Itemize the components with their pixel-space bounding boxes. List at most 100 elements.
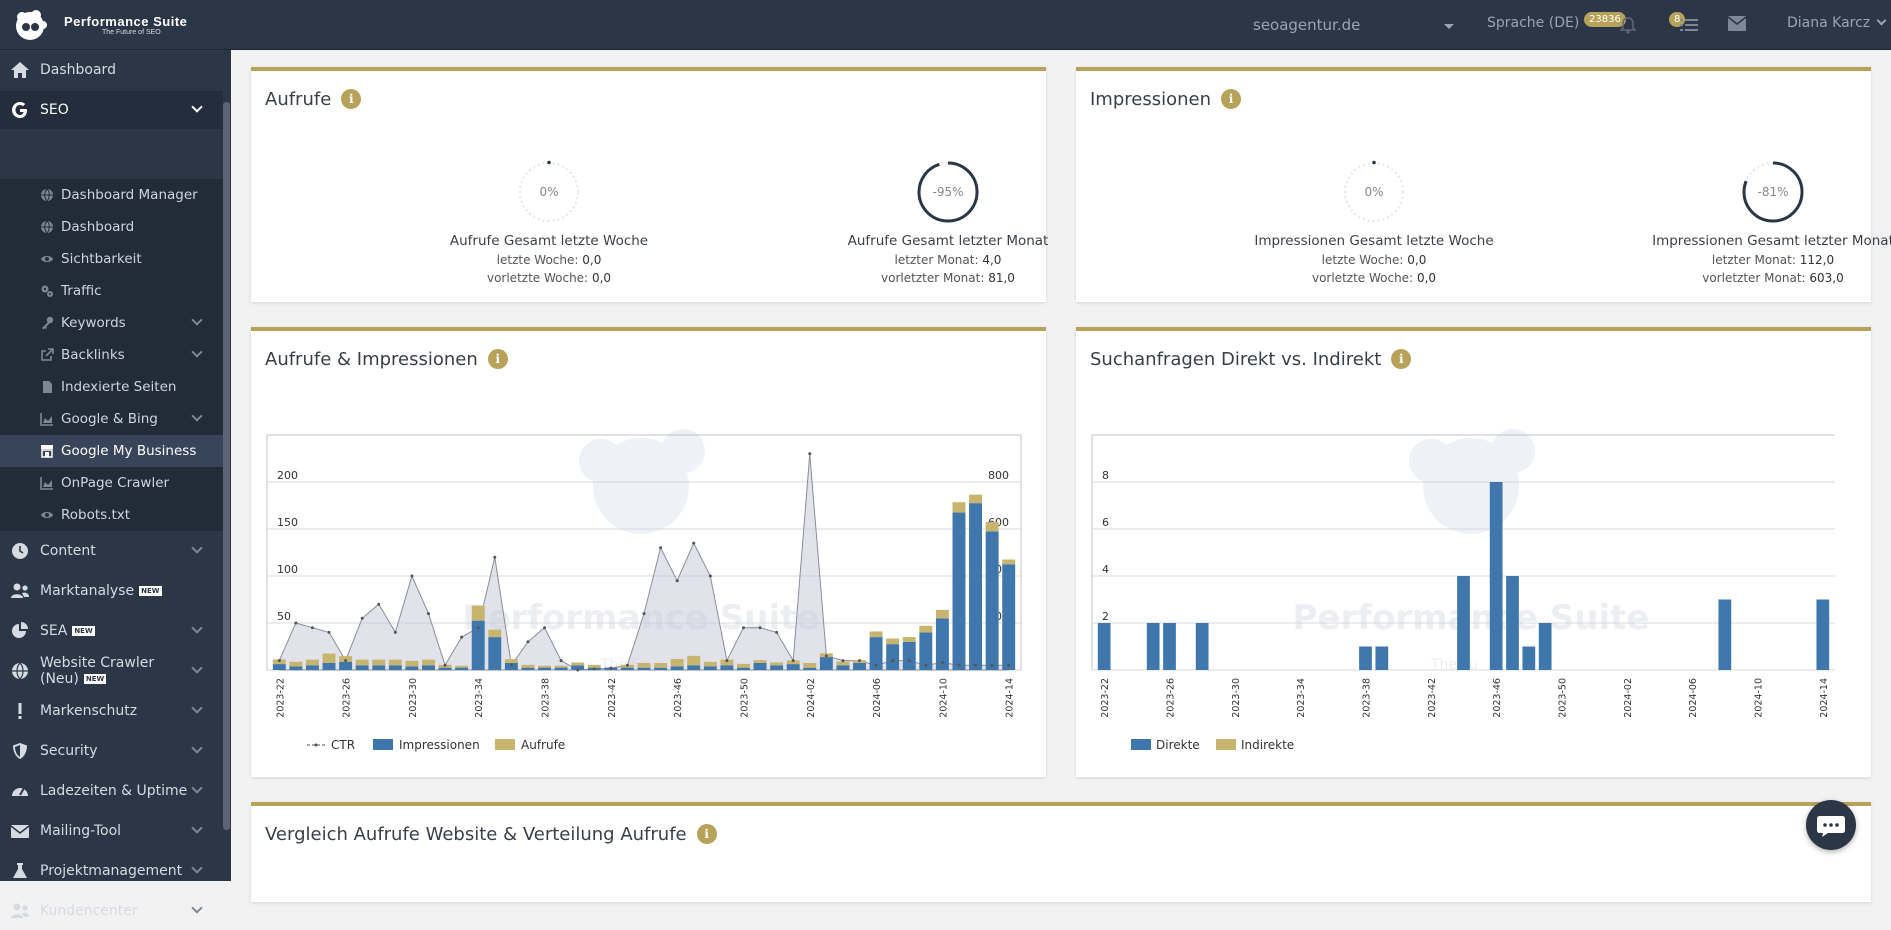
progress-ring: 0%: [516, 159, 582, 225]
domain-select-value: seoagentur.de: [1253, 16, 1361, 34]
x-tick-label: 2023-34: [474, 678, 485, 718]
sidebar-scrollbar[interactable]: [223, 102, 230, 830]
pie-chart-icon: [12, 622, 28, 638]
card-title: Aufrufe & Impressionen i: [265, 349, 508, 370]
chat-button[interactable]: [1806, 800, 1856, 850]
direkte-bar: [1457, 576, 1470, 670]
y-tick-label-left: 200: [277, 469, 298, 482]
sidebar-item-seo[interactable]: SEO: [0, 91, 223, 129]
sidebar-item-markenschutz[interactable]: Markenschutz: [0, 692, 223, 730]
info-icon[interactable]: i: [1221, 89, 1242, 109]
submenu-item-sichtbarkeit[interactable]: Sichtbarkeit: [0, 243, 223, 275]
ctr-point: [841, 659, 845, 663]
ctr-point: [476, 626, 480, 630]
brand-tagline: The Future of SEO: [102, 29, 161, 36]
domain-select[interactable]: seoagentur.de: [1245, 10, 1460, 40]
sidebar-item-label: Projektmanagement: [40, 863, 183, 879]
submenu-item-label: Dashboard Manager: [61, 187, 198, 203]
kpi-name: Aufrufe Gesamt letzter Monat: [847, 233, 1049, 249]
sidebar-item-label: Marktanalyse NEW: [40, 583, 223, 599]
submenu-item-label: Sichtbarkeit: [61, 251, 142, 267]
submenu-item-backlinks[interactable]: Backlinks: [0, 339, 223, 371]
kpi-line-2: vorletzter Monat: 81,0: [798, 271, 1098, 285]
sidebar-item-mailing-tool[interactable]: Mailing-Tool: [0, 812, 223, 850]
sidebar-item-kundencenter[interactable]: Kundencenter: [0, 892, 223, 930]
direkte-bar: [1506, 576, 1519, 670]
impressionen-bar: [786, 664, 800, 670]
x-tick-label: 2023-22: [275, 678, 286, 718]
direkte-bar: [1163, 623, 1176, 670]
info-icon[interactable]: i: [1391, 349, 1412, 369]
direkte-bar: [1195, 623, 1209, 670]
submenu-item-label: OnPage Crawler: [61, 475, 170, 491]
sidebar-item-ladezeiten[interactable]: Ladezeiten & Uptime: [0, 772, 223, 810]
ctr-point: [443, 663, 447, 667]
kpi-name: Impressionen Gesamt letzter Monat: [1652, 233, 1891, 249]
kpi-impressionen-monat: -81% Impressionen Gesamt letzter Monat l…: [1623, 159, 1891, 285]
user-menu[interactable]: Diana Karcz: [1787, 12, 1887, 34]
bell-icon[interactable]: [1620, 16, 1636, 34]
impressionen-bar: [405, 666, 419, 670]
ctr-point: [940, 660, 944, 664]
chevron-down-icon: [191, 622, 203, 634]
x-tick-label: 2024-14: [1005, 678, 1016, 718]
sidebar-item-content[interactable]: Content: [0, 532, 223, 570]
file-icon: [43, 381, 52, 393]
sidebar-item-security[interactable]: Security: [0, 732, 223, 770]
ring-marker: [1372, 160, 1376, 165]
direkte-bar: [1146, 623, 1160, 670]
ctr-point: [460, 635, 464, 639]
task-list-icon[interactable]: [1680, 17, 1698, 33]
impressionen-bar: [637, 667, 651, 670]
card-title: Suchanfragen Direkt vs. Indirekt i: [1090, 349, 1412, 370]
ctr-point: [791, 659, 795, 663]
submenu-item-keywords[interactable]: Keywords: [0, 307, 223, 339]
info-icon[interactable]: i: [487, 349, 508, 369]
kpi-label: letzter Monat:: [1711, 253, 1796, 267]
label-text: SEA: [40, 623, 68, 639]
submenu-item-google-my-business[interactable]: Google My Business: [0, 435, 223, 467]
kpi-value: 0,0: [1416, 271, 1437, 285]
ctr-point: [543, 626, 547, 630]
envelope-icon[interactable]: [1728, 16, 1746, 31]
impressionen-bar: [703, 666, 717, 670]
x-tick-label: 2023-38: [1362, 678, 1373, 718]
sidebar-item-website-crawler[interactable]: Website Crawler (Neu) NEW: [0, 652, 223, 690]
card-title-text: Aufrufe: [265, 89, 332, 110]
legend-direkte-swatch: [1131, 739, 1151, 750]
sidebar-item-label: Ladezeiten & Uptime: [40, 783, 188, 799]
submenu-item-dashboard-manager[interactable]: Dashboard Manager: [0, 179, 223, 211]
aufrufe-bar: [919, 625, 933, 633]
info-icon[interactable]: i: [696, 824, 717, 844]
submenu-item-google-bing[interactable]: Google & Bing: [0, 403, 223, 435]
sidebar-item-dashboard[interactable]: Dashboard: [0, 51, 223, 89]
impressionen-bar: [886, 644, 900, 670]
submenu-item-robots-txt[interactable]: Robots.txt: [0, 499, 223, 531]
sidebar-item-projektmanagement[interactable]: Projektmanagement: [0, 852, 223, 890]
info-icon[interactable]: i: [341, 89, 362, 109]
submenu-item-label: Backlinks: [61, 347, 125, 363]
label-text: Marktanalyse: [40, 583, 135, 599]
submenu-item-onpage-crawler[interactable]: OnPage Crawler: [0, 467, 223, 499]
submenu-item-indexierte-seiten[interactable]: Indexierte Seiten: [0, 371, 223, 403]
submenu-item-traffic[interactable]: Traffic: [0, 275, 223, 307]
x-tick-label: 2023-46: [1492, 678, 1503, 718]
sidebar-item-sea[interactable]: SEA NEW: [0, 612, 223, 650]
legend-ctr-point: [314, 743, 318, 747]
logo[interactable]: Performance Suite The Future of SEO: [12, 8, 212, 42]
impressionen-bar: [455, 667, 469, 670]
external-link-icon: [41, 348, 54, 361]
flask-icon: [13, 863, 27, 878]
sidebar-item-label: Dashboard: [40, 62, 116, 78]
chevron-down-icon: [191, 742, 203, 754]
sidebar-item-marktanalyse[interactable]: Marktanalyse NEW: [0, 572, 223, 610]
submenu-item-dashboard[interactable]: Dashboard: [0, 211, 223, 243]
language-select[interactable]: Sprache (DE): [1487, 10, 1594, 36]
ctr-point: [1007, 663, 1011, 667]
impressionen-bar: [737, 667, 750, 670]
impressionen-bar: [869, 637, 883, 670]
kpi-percent: 0%: [1364, 185, 1384, 199]
kpi-label: vorletzte Woche:: [1311, 271, 1414, 285]
aufrufe-bar: [902, 637, 916, 642]
kpi-line-2: vorletzte Woche: 0,0: [1224, 271, 1524, 285]
